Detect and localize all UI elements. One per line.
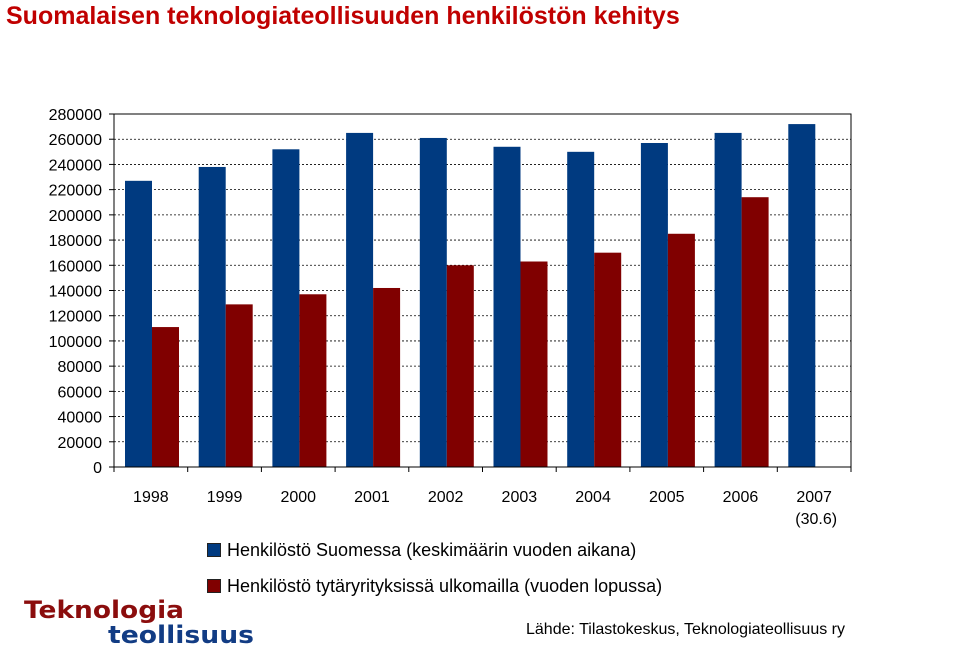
bar-series-2-2002 <box>446 265 474 467</box>
x-tick-labels: 1998 1999 2000 2001 2002 2003 2004 2005 2006 2007… <box>133 489 837 528</box>
x-tick-sublabel: (30.6) <box>795 511 837 528</box>
y-tick-label: 260000 <box>49 132 102 149</box>
bar-series-1-1999 <box>198 166 226 467</box>
y-tick-label: 200000 <box>49 208 102 225</box>
bar-series-2-1999 <box>225 304 253 467</box>
bar-series-1-1998 <box>125 180 152 467</box>
logo-line-1: Teknologia <box>24 596 184 624</box>
x-tick-label: 2007 <box>796 489 832 506</box>
source-note: Lähde: Tilastokeskus, Teknologiateollisu… <box>526 621 845 638</box>
bar-series-2-1998 <box>152 327 179 467</box>
y-tick-label: 160000 <box>49 258 102 275</box>
bar-series-1-2002 <box>419 137 447 468</box>
page-title: Suomalaisen teknologiateollisuuden henki… <box>6 2 680 30</box>
y-tick-labels: 2800002600002400002200002000001800001600… <box>49 107 102 477</box>
x-tick-label: 2000 <box>280 489 316 506</box>
x-tick-label: 2002 <box>428 489 464 506</box>
y-tick-label: 100000 <box>49 334 102 351</box>
x-tick-label: 2003 <box>502 489 538 506</box>
legend-swatch-series-1 <box>207 543 221 557</box>
bar-series-1-2000 <box>272 149 300 468</box>
bar-series-1-2001 <box>346 132 374 468</box>
bar-chart: 2800002600002400002200002000001800001600… <box>49 107 852 528</box>
legend-label-series-2: Henkilöstö tytäryrityksissä ulkomailla (… <box>227 576 663 596</box>
x-tick-label: 1998 <box>133 489 169 506</box>
bars <box>125 124 816 468</box>
bar-series-2-2000 <box>299 294 327 467</box>
bar-series-1-2006 <box>714 132 742 468</box>
bar-series-2-2001 <box>373 287 401 467</box>
y-tick-label: 0 <box>93 460 102 477</box>
y-tick-label: 80000 <box>58 359 103 376</box>
legend-entry-series-1: Henkilöstö Suomessa (keskimäärin vuoden … <box>207 540 636 561</box>
y-tick-label: 140000 <box>49 284 102 301</box>
teknologiateollisuus-logo: Teknologia teollisuus <box>24 596 254 646</box>
x-tick-label: 2006 <box>723 489 759 506</box>
legend-swatch-series-2 <box>207 579 221 593</box>
y-tick-label: 240000 <box>49 157 102 174</box>
bar-series-1-2007 <box>788 124 816 467</box>
x-tick-label: 2004 <box>575 489 611 506</box>
bar-series-1-2003 <box>493 146 521 467</box>
bar-series-2-2004 <box>594 252 622 467</box>
y-tick-label: 60000 <box>58 384 103 401</box>
x-tick-label: 2001 <box>354 489 390 506</box>
bar-series-1-2004 <box>567 151 595 468</box>
bar-series-2-2003 <box>520 261 548 467</box>
logo-line-2: teollisuus <box>108 621 254 646</box>
x-tick-label: 1999 <box>207 489 243 506</box>
x-tick-label: 2005 <box>649 489 685 506</box>
legend-label-series-1: Henkilöstö Suomessa (keskimäärin vuoden … <box>227 540 637 560</box>
bar-series-2-2006 <box>741 197 769 467</box>
y-tick-label: 40000 <box>58 410 103 427</box>
y-tick-label: 20000 <box>58 435 103 452</box>
y-tick-label: 220000 <box>49 183 102 200</box>
y-tick-label: 180000 <box>49 233 102 250</box>
y-tick-label: 120000 <box>49 309 102 326</box>
axes <box>109 113 852 472</box>
legend-entry-series-2: Henkilöstö tytäryrityksissä ulkomailla (… <box>207 576 662 597</box>
bar-series-1-2005 <box>640 142 668 467</box>
y-tick-label: 280000 <box>49 107 102 124</box>
bar-series-2-2005 <box>667 233 695 467</box>
